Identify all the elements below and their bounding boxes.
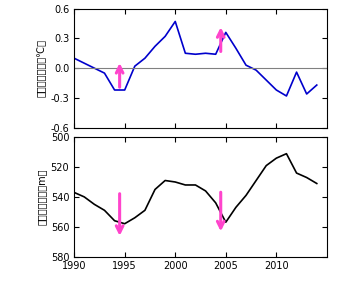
Y-axis label: 主躍層の深さ（m）: 主躍層の深さ（m）	[36, 169, 47, 225]
Y-axis label: 海面水温偏差（℃）: 海面水温偏差（℃）	[36, 39, 47, 97]
